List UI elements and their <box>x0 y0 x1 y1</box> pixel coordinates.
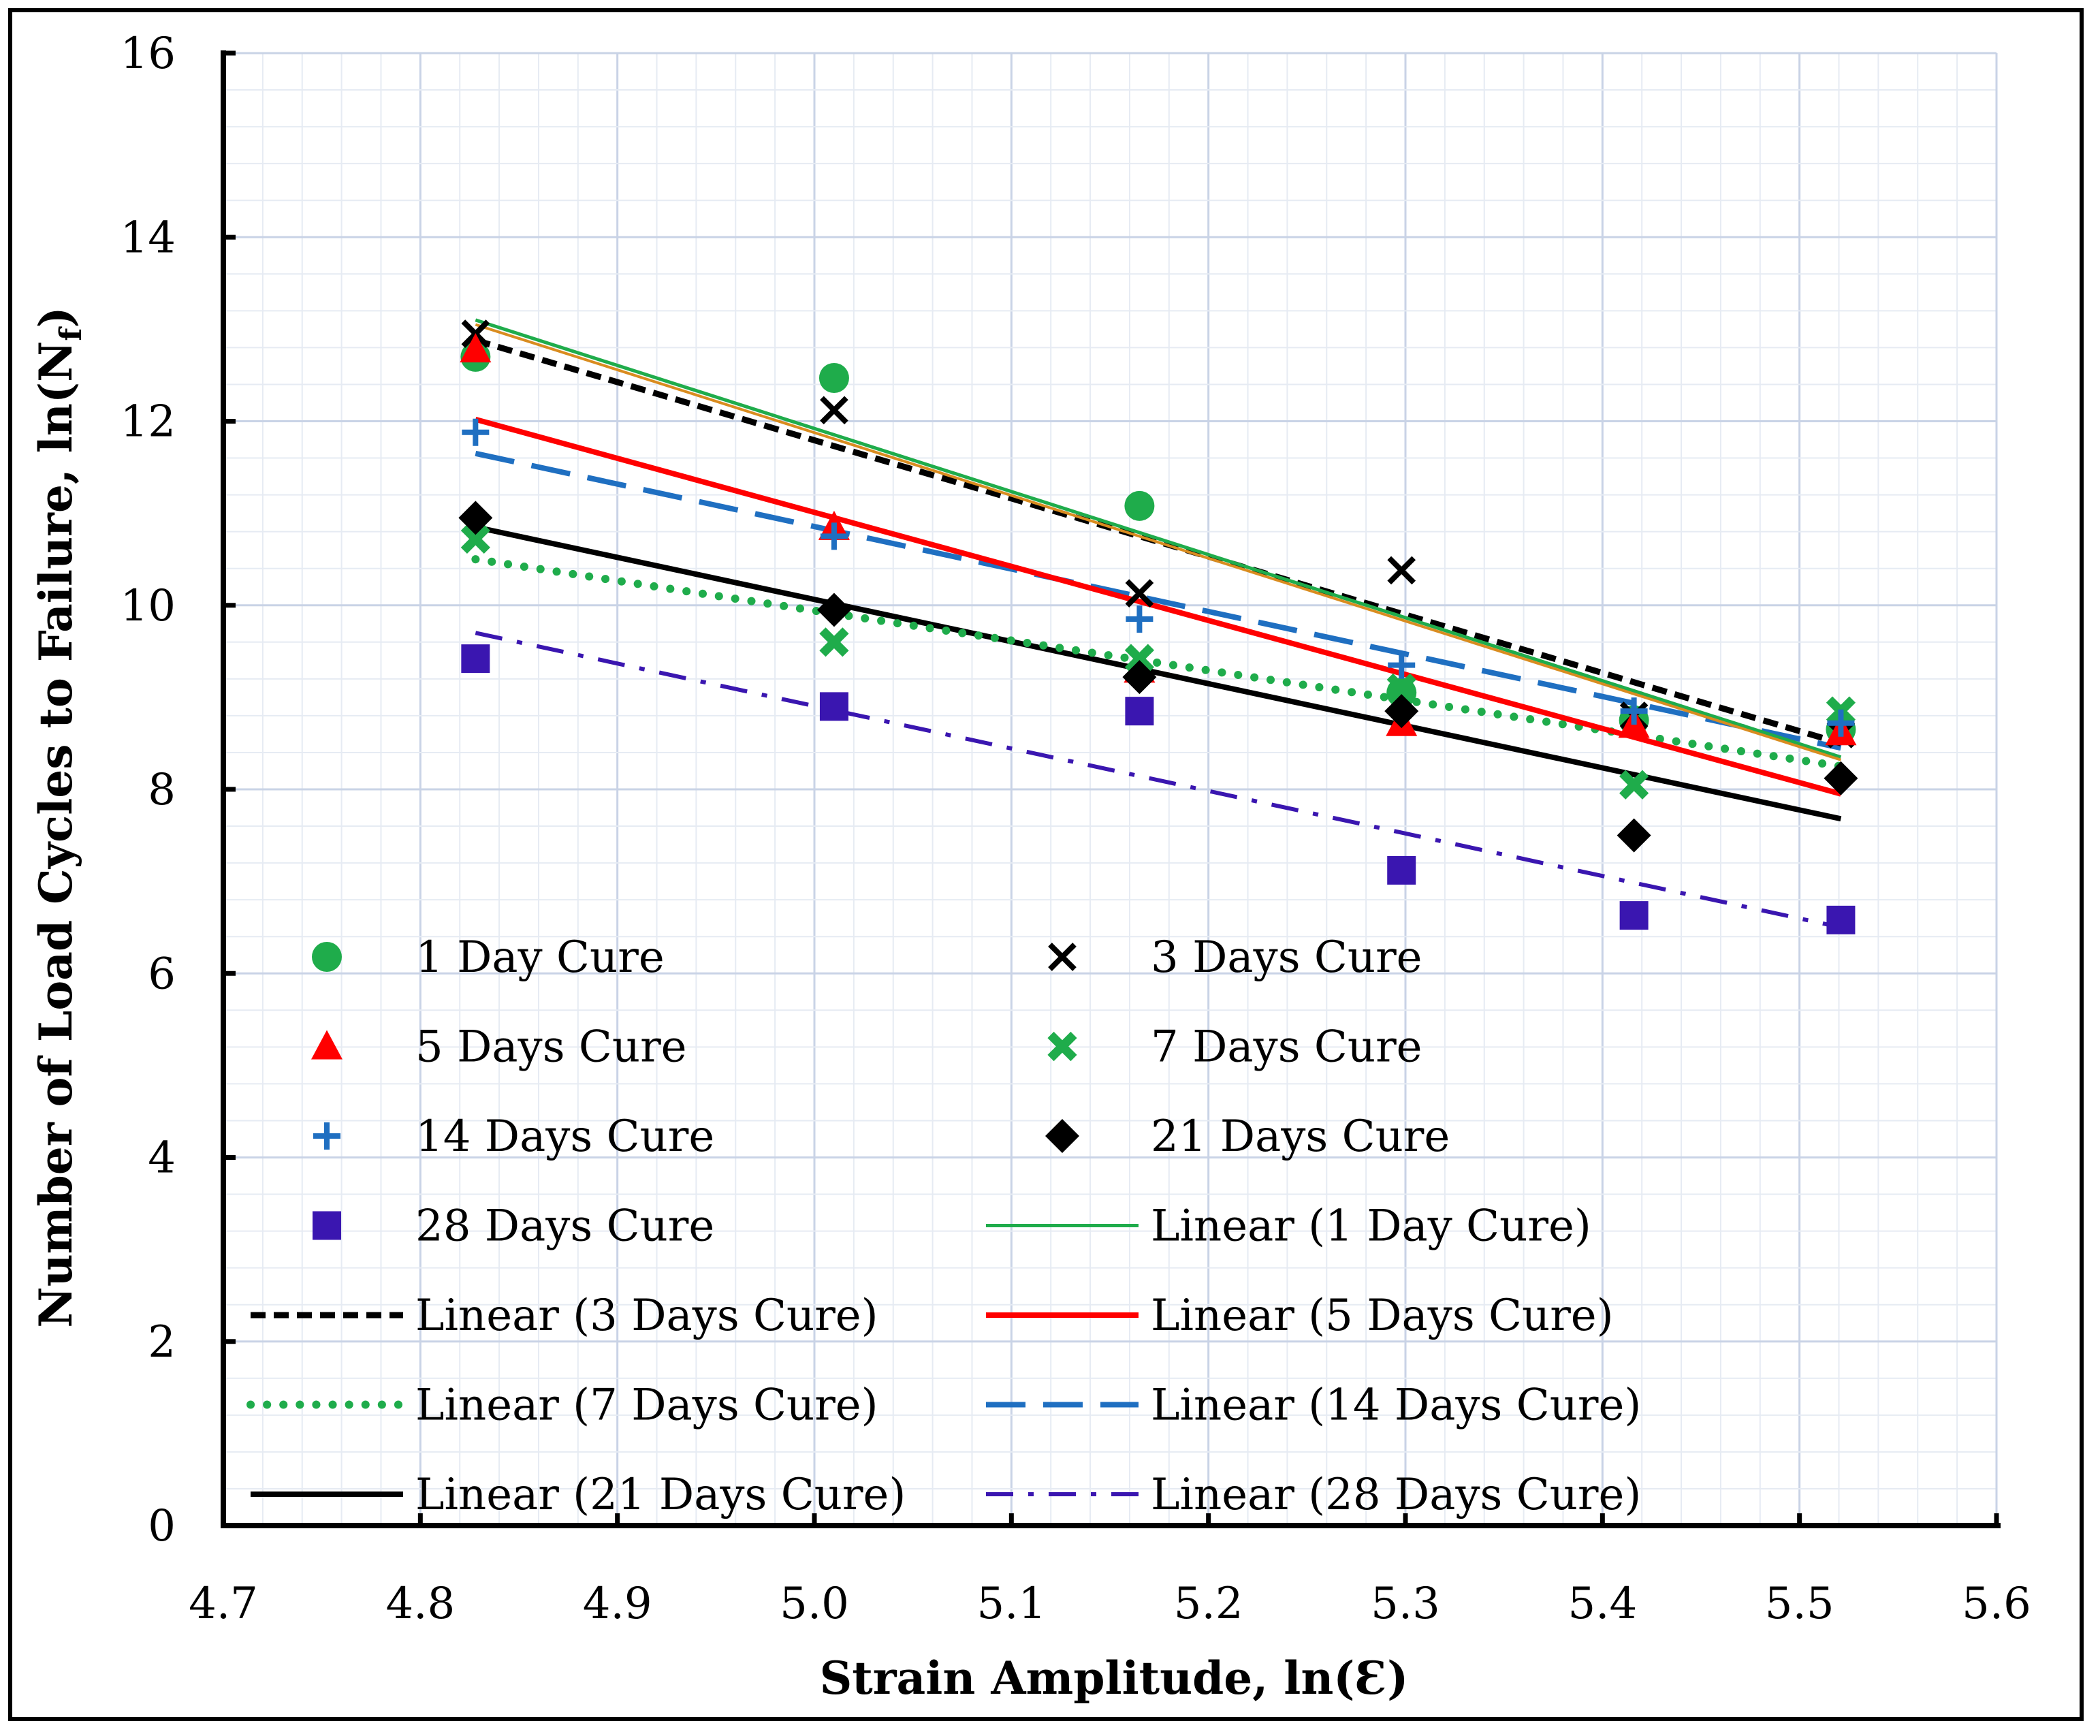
trendline-linear-28-days-cure <box>475 631 1842 930</box>
legend-21-days-cure-swatch <box>1045 1119 1079 1153</box>
point-14-days-cure <box>462 418 490 446</box>
point-14-days-cure <box>1620 697 1648 725</box>
y-tick-label: 0 <box>148 1501 176 1551</box>
legend-5-days-cure-swatch <box>311 1030 343 1060</box>
point-7-days-cure <box>1619 770 1649 800</box>
y-tick-label: 8 <box>148 765 176 815</box>
markers-layer <box>458 319 1858 934</box>
legend-28-days-cure-label: 28 Days Cure <box>415 1201 714 1252</box>
point-7-days-cure <box>1386 673 1416 703</box>
point-3-days-cure <box>820 396 848 425</box>
point-21-days-cure <box>1384 694 1419 729</box>
y-tick-label: 10 <box>121 581 176 631</box>
trendline-linear-21-days-cure <box>475 524 1842 822</box>
y-tick-label: 16 <box>121 29 176 79</box>
point-21-days-cure <box>816 593 851 627</box>
x-tick-label: 4.8 <box>385 1579 455 1629</box>
chart-frame <box>8 8 2084 1721</box>
y-axis-title-end: ) <box>29 306 82 328</box>
trendline-linear-1-day-cure <box>475 318 1842 759</box>
x-tick-label: 5.5 <box>1765 1579 1834 1629</box>
point-1-day-cure <box>818 362 849 393</box>
point-28-days-cure <box>1387 855 1416 885</box>
y-tick-label: 4 <box>148 1133 176 1184</box>
legend-linear-1-day-cure-label: Linear (1 Day Cure) <box>1151 1201 1591 1252</box>
point-28-days-cure <box>1826 905 1856 934</box>
point-28-days-cure <box>1125 697 1154 726</box>
point-21-days-cure <box>1824 761 1858 795</box>
x-tick-label: 4.9 <box>583 1579 652 1629</box>
point-7-days-cure <box>460 524 490 554</box>
x-tick-label: 5.3 <box>1371 1579 1440 1629</box>
trendline-linear-14-days-cure <box>475 450 1842 751</box>
axes-layer: 0 2 4 6 8 10 12 14 16 4.7 4.8 4.9 5.0 5.1 5.2 5.3 5.4 5.5… <box>121 29 2031 1629</box>
grid-layer <box>223 52 1998 1526</box>
legend-7-days-cure-label: 7 Days Cure <box>1151 1022 1422 1073</box>
legend-linear-5-days-cure-label: Linear (5 Days Cure) <box>1151 1291 1614 1341</box>
trendline-linear-3-days-cure <box>475 337 1842 746</box>
legend-1-day-cure-swatch <box>312 942 342 972</box>
legend-21-days-cure-label: 21 Days Cure <box>1151 1111 1450 1162</box>
y-tick-label: 6 <box>148 949 176 999</box>
legend-linear-7-days-cure-label: Linear (7 Days Cure) <box>415 1380 878 1431</box>
legend-7-days-cure-swatch <box>1047 1031 1077 1062</box>
x-tick-label: 5.4 <box>1568 1579 1637 1629</box>
trendline-orange-overlay <box>475 323 1842 761</box>
legend-1-day-cure-label: 1 Day Cure <box>415 932 665 983</box>
x-tick-label: 5.2 <box>1174 1579 1243 1629</box>
point-14-days-cure <box>1827 709 1855 737</box>
x-tick-label: 5.6 <box>1962 1579 2031 1629</box>
y-tick-label: 2 <box>148 1317 176 1368</box>
x-tick-label: 5.1 <box>976 1579 1046 1629</box>
legend-linear-3-days-cure-label: Linear (3 Days Cure) <box>415 1291 878 1341</box>
y-tick-label: 12 <box>121 397 176 447</box>
legend: 1 Day Cure 3 Days Cure 5 Days Cure 7 Days C… <box>246 932 1641 1520</box>
point-21-days-cure <box>1122 660 1157 695</box>
legend-linear-21-days-cure-label: Linear (21 Days Cure) <box>415 1470 906 1520</box>
point-5-days-cure <box>460 333 492 363</box>
legend-14-days-cure-swatch <box>313 1122 340 1150</box>
legend-5-days-cure-label: 5 Days Cure <box>415 1022 687 1073</box>
legend-3-days-cure-swatch <box>1048 943 1077 971</box>
legend-14-days-cure-label: 14 Days Cure <box>415 1111 714 1162</box>
point-7-days-cure <box>819 627 849 657</box>
trendline-linear-5-days-cure <box>475 416 1842 797</box>
point-28-days-cure <box>819 692 848 721</box>
point-21-days-cure <box>1617 818 1651 853</box>
point-21-days-cure <box>458 501 493 535</box>
point-14-days-cure <box>1388 651 1416 679</box>
point-28-days-cure <box>461 644 490 674</box>
point-3-days-cure <box>1125 579 1154 608</box>
legend-linear-28-days-cure-label: Linear (28 Days Cure) <box>1151 1470 1641 1520</box>
x-tick-label: 4.7 <box>189 1579 258 1629</box>
point-28-days-cure <box>1619 901 1649 930</box>
legend-linear-14-days-cure-label: Linear (14 Days Cure) <box>1151 1380 1641 1431</box>
y-tick-label: 14 <box>121 212 176 263</box>
legend-28-days-cure-swatch <box>313 1211 341 1240</box>
point-3-days-cure <box>1387 556 1416 585</box>
x-tick-label: 5.0 <box>780 1579 849 1629</box>
legend-3-days-cure-label: 3 Days Cure <box>1151 932 1422 983</box>
point-14-days-cure <box>1126 605 1154 633</box>
y-axis-title-subscript: f <box>54 326 89 341</box>
point-7-days-cure <box>1124 644 1154 674</box>
point-14-days-cure <box>820 522 848 550</box>
y-axis-title: Number of Load Cycles to Failure, ln(Nf) <box>29 306 89 1327</box>
x-axis-title: Strain Amplitude, ln(Ɛ) <box>820 1652 1409 1705</box>
y-axis-title-main: Number of Load Cycles to Failure, ln(N <box>29 341 82 1328</box>
trendlines-layer <box>471 318 1845 930</box>
point-1-day-cure <box>1124 490 1155 521</box>
